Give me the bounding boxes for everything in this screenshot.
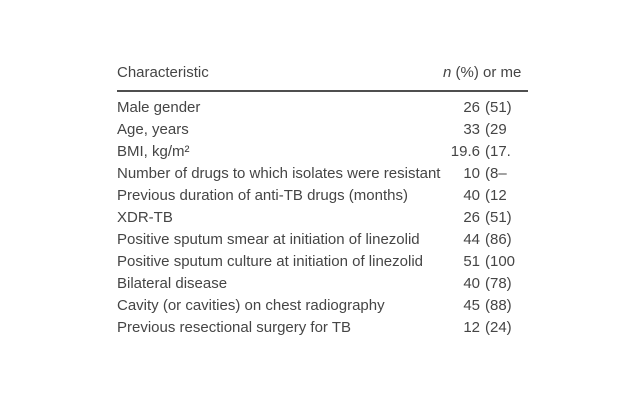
row-value-n: 26 (463, 209, 480, 226)
row-label: Previous resectional surgery for TB (117, 319, 351, 336)
row-value-detail: (78) (485, 275, 512, 292)
row-value-n: 44 (463, 231, 480, 248)
row-label: Positive sputum smear at initiation of l… (117, 231, 420, 248)
column-header-characteristic: Characteristic (117, 64, 209, 81)
row-label: Previous duration of anti-TB drugs (mont… (117, 187, 408, 204)
row-value-n: 45 (463, 297, 480, 314)
table-row: Age, years 33 (29 (117, 119, 528, 141)
table-body: Male gender 26 (51) Age, years 33 (29 BM… (117, 92, 528, 339)
row-value-detail: (12 (485, 187, 507, 204)
row-value-n: 10 (463, 165, 480, 182)
row-label: Number of drugs to which isolates were r… (117, 165, 441, 182)
row-value-n: 12 (463, 319, 480, 336)
table-row: XDR-TB 26 (51) (117, 207, 528, 229)
row-value-detail: (51) (485, 99, 512, 116)
table-row: Positive sputum culture at initiation of… (117, 251, 528, 273)
table-row: Cavity (or cavities) on chest radiograph… (117, 295, 528, 317)
row-label: Male gender (117, 99, 201, 116)
row-value-n: 40 (463, 275, 480, 292)
row-value-n: 33 (463, 121, 480, 138)
table-row: Positive sputum smear at initiation of l… (117, 229, 528, 251)
row-value-n: 26 (463, 99, 480, 116)
table-row: Previous duration of anti-TB drugs (mont… (117, 185, 528, 207)
characteristics-table: Characteristic n (%) or me Male gender 2… (117, 62, 528, 339)
row-value-detail: (51) (485, 209, 512, 226)
column-header-value: n (%) or me (443, 64, 521, 82)
table-row: Number of drugs to which isolates were r… (117, 163, 528, 185)
row-value-detail: (29 (485, 121, 507, 138)
row-label: Bilateral disease (117, 275, 228, 292)
column-header-value-rest: (%) or me (451, 64, 522, 81)
row-value-detail: (100 (485, 253, 516, 270)
row-label: Positive sputum culture at initiation of… (117, 253, 423, 270)
row-value-detail: (17. (485, 143, 511, 160)
row-value-detail: (8– (485, 165, 507, 182)
row-label: Age, years (117, 121, 189, 138)
row-value-n: 51 (463, 253, 480, 270)
header-rule (117, 90, 528, 92)
row-value-detail: (24) (485, 319, 512, 336)
row-value-detail: (86) (485, 231, 512, 248)
row-value-n: 19.6 (450, 143, 480, 160)
column-header-n-symbol: n (443, 64, 452, 81)
table-row: Bilateral disease 40 (78) (117, 273, 528, 295)
table-row: Male gender 26 (51) (117, 97, 528, 119)
row-value-detail: (88) (485, 297, 512, 314)
row-value-n: 40 (463, 187, 480, 204)
row-label: BMI, kg/m² (117, 143, 190, 160)
table-row: Previous resectional surgery for TB 12 (… (117, 317, 528, 339)
row-label: Cavity (or cavities) on chest radiograph… (117, 297, 385, 314)
row-label: XDR-TB (117, 209, 173, 226)
table-header-row: Characteristic n (%) or me (117, 62, 528, 90)
table-row: BMI, kg/m² 19.6 (17. (117, 141, 528, 163)
